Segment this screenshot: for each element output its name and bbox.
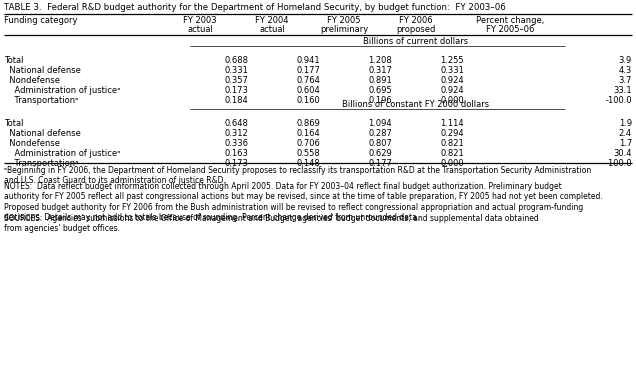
Text: 0.164: 0.164 — [296, 129, 320, 138]
Text: 0.629: 0.629 — [368, 149, 392, 158]
Text: 0.604: 0.604 — [296, 86, 320, 95]
Text: 0.312: 0.312 — [225, 129, 248, 138]
Text: FY 2006: FY 2006 — [399, 16, 433, 25]
Text: Administration of justiceᵃ: Administration of justiceᵃ — [4, 149, 120, 158]
Text: 1.114: 1.114 — [440, 119, 464, 128]
Text: NOTES:  Data reflect budget information collected through April 2005. Data for F: NOTES: Data reflect budget information c… — [4, 182, 603, 222]
Text: 0.196: 0.196 — [368, 96, 392, 105]
Text: 0.287: 0.287 — [368, 129, 392, 138]
Text: 0.148: 0.148 — [296, 159, 320, 168]
Text: FY 2003: FY 2003 — [183, 16, 217, 25]
Text: 0.941: 0.941 — [296, 56, 320, 65]
Text: 1.094: 1.094 — [368, 119, 392, 128]
Text: 0.177: 0.177 — [368, 159, 392, 168]
Text: 0.184: 0.184 — [225, 96, 248, 105]
Text: -100.0: -100.0 — [605, 96, 632, 105]
Text: 0.706: 0.706 — [296, 139, 320, 148]
Text: ᵃBeginning in FY 2006, the Department of Homeland Security proposes to reclassif: ᵃBeginning in FY 2006, the Department of… — [4, 166, 591, 185]
Text: National defense: National defense — [4, 66, 81, 75]
Text: 3.9: 3.9 — [619, 56, 632, 65]
Text: 0.317: 0.317 — [368, 66, 392, 75]
Text: 0.163: 0.163 — [224, 149, 248, 158]
Text: Billions of current dollars: Billions of current dollars — [363, 37, 469, 46]
Text: 0.821: 0.821 — [440, 139, 464, 148]
Text: 0.695: 0.695 — [368, 86, 392, 95]
Text: 0.173: 0.173 — [224, 159, 248, 168]
Text: Nondefense: Nondefense — [4, 76, 60, 85]
Text: SOURCES:  Agencies' submissions to the Office of Management and Budget; agencies: SOURCES: Agencies' submissions to the Of… — [4, 214, 539, 233]
Text: FY 2004: FY 2004 — [255, 16, 289, 25]
Text: 1.9: 1.9 — [619, 119, 632, 128]
Text: 0.331: 0.331 — [224, 66, 248, 75]
Text: Total: Total — [4, 119, 24, 128]
Text: Billions of constant FY 2000 dollars: Billions of constant FY 2000 dollars — [342, 100, 490, 109]
Text: Transportationᵃ: Transportationᵃ — [4, 159, 78, 168]
Text: -100.0: -100.0 — [605, 159, 632, 168]
Text: 1.208: 1.208 — [368, 56, 392, 65]
Text: National defense: National defense — [4, 129, 81, 138]
Text: 0.331: 0.331 — [440, 66, 464, 75]
Text: 1.7: 1.7 — [619, 139, 632, 148]
Text: 0.294: 0.294 — [440, 129, 464, 138]
Text: 0.688: 0.688 — [224, 56, 248, 65]
Text: actual: actual — [259, 25, 285, 34]
Text: 0.336: 0.336 — [224, 139, 248, 148]
Text: FY 2005–06: FY 2005–06 — [486, 25, 534, 34]
Text: proposed: proposed — [396, 25, 436, 34]
Text: 33.1: 33.1 — [613, 86, 632, 95]
Text: 0.000: 0.000 — [440, 96, 464, 105]
Text: 4.3: 4.3 — [619, 66, 632, 75]
Text: 0.869: 0.869 — [296, 119, 320, 128]
Text: 30.4: 30.4 — [614, 149, 632, 158]
Text: Administration of justiceᵃ: Administration of justiceᵃ — [4, 86, 120, 95]
Text: 0.764: 0.764 — [296, 76, 320, 85]
Text: 0.924: 0.924 — [440, 76, 464, 85]
Text: Transportationᵃ: Transportationᵃ — [4, 96, 78, 105]
Text: preliminary: preliminary — [320, 25, 368, 34]
Text: 3.7: 3.7 — [619, 76, 632, 85]
Text: 0.558: 0.558 — [296, 149, 320, 158]
Text: 0.891: 0.891 — [368, 76, 392, 85]
Text: 0.173: 0.173 — [224, 86, 248, 95]
Text: 1.255: 1.255 — [440, 56, 464, 65]
Text: 0.000: 0.000 — [440, 159, 464, 168]
Text: 0.357: 0.357 — [224, 76, 248, 85]
Text: Funding category: Funding category — [4, 16, 78, 25]
Text: 0.177: 0.177 — [296, 66, 320, 75]
Text: Nondefense: Nondefense — [4, 139, 60, 148]
Text: actual: actual — [187, 25, 213, 34]
Text: 2.4: 2.4 — [619, 129, 632, 138]
Text: Total: Total — [4, 56, 24, 65]
Text: 0.821: 0.821 — [440, 149, 464, 158]
Text: 0.924: 0.924 — [440, 86, 464, 95]
Text: 0.160: 0.160 — [296, 96, 320, 105]
Text: 0.807: 0.807 — [368, 139, 392, 148]
Text: FY 2005: FY 2005 — [328, 16, 361, 25]
Text: Percent change,: Percent change, — [476, 16, 544, 25]
Text: 0.648: 0.648 — [224, 119, 248, 128]
Text: TABLE 3.  Federal R&D budget authority for the Department of Homeland Security, : TABLE 3. Federal R&D budget authority fo… — [4, 3, 506, 12]
